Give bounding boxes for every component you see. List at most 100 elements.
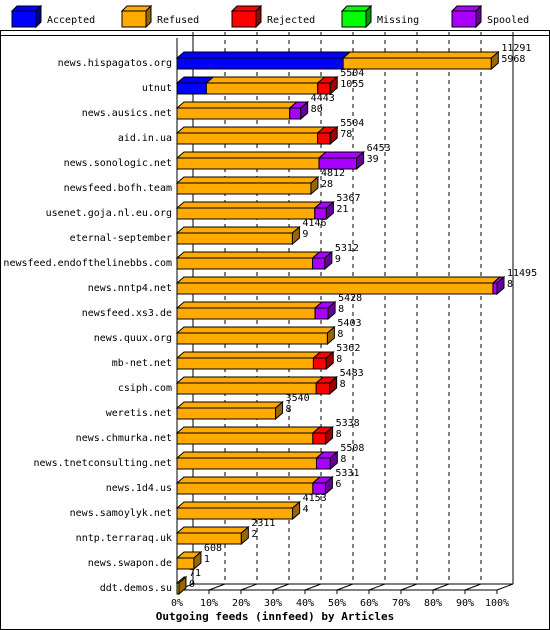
bar-front [176, 57, 344, 70]
accepted-label: 8 [286, 404, 292, 415]
bar-front [176, 132, 319, 145]
bar-top [205, 76, 327, 84]
x-tick-label: 10% [200, 598, 218, 609]
grid-depth-line [496, 583, 514, 591]
legend-item-refused: Refused [120, 4, 199, 29]
x-tick-label: 80% [424, 598, 442, 609]
bar-side [325, 425, 334, 446]
bar-row [175, 325, 336, 346]
bar-segment-refused [175, 101, 299, 120]
legend-swatch [11, 10, 37, 28]
bar-row [175, 500, 301, 521]
accepted-label: 8 [340, 379, 346, 390]
bar-row [175, 250, 334, 271]
offered-label: 608 [204, 543, 222, 554]
x-tick-label: 100% [485, 598, 509, 609]
offered-label: 5508 [340, 443, 364, 454]
bar-front [317, 132, 331, 145]
bar-front [315, 382, 331, 395]
bar-front [176, 207, 316, 220]
category-label: csiph.com [118, 383, 172, 394]
bar-top [341, 51, 500, 59]
bar-front [205, 82, 319, 95]
offered-label: 6453 [367, 143, 391, 154]
bar-segment-refused [175, 126, 326, 145]
offered-label: 4443 [311, 93, 335, 104]
bar-front [176, 107, 291, 120]
offered-label: 71 [189, 568, 201, 579]
bar-side [275, 400, 284, 421]
x-axis-label: Outgoing feeds (innfeed) by Articles [156, 610, 394, 623]
bar-top [175, 176, 320, 184]
bar-front [315, 457, 331, 470]
bar-segment-refused [175, 351, 322, 370]
bar-side [324, 475, 333, 496]
category-label: news.samoylyk.net [70, 508, 172, 519]
bar-row [175, 75, 339, 96]
bar-segment-accepted [175, 51, 352, 70]
bar-segment-refused [175, 276, 502, 295]
bar-front [289, 107, 302, 120]
x-tick-label: 70% [392, 598, 410, 609]
category-label: news.nntp4.net [88, 283, 172, 294]
bar-segment-refused [175, 501, 301, 520]
bar-segment-refused [175, 301, 324, 320]
legend-swatch [341, 10, 367, 28]
grid-depth-line [432, 583, 450, 591]
accepted-label: 0 [189, 579, 195, 590]
bar-top [175, 401, 284, 409]
offered-label: 5331 [335, 468, 359, 479]
accepted-label: 8 [337, 329, 343, 340]
bar-front [176, 82, 207, 95]
offered-label: 4153 [303, 493, 327, 504]
grid-depth-line [336, 583, 354, 591]
category-label: newsfeed.xs3.de [82, 308, 172, 319]
accepted-label: 8 [507, 279, 513, 290]
category-label: newsfeed.endofthelinebbs.com [3, 258, 172, 269]
x-ticks: 0% 10% 20% 30% 40% 50% 60% 70% 80% 90% 100% [171, 590, 509, 609]
bar-side [310, 175, 319, 196]
bar-row [175, 525, 250, 546]
category-label: news.chmurka.net [76, 433, 172, 444]
bar-side [325, 350, 334, 371]
accepted-label: 80 [311, 104, 323, 115]
bar-side [329, 75, 338, 96]
bar-front [176, 407, 277, 420]
legend-swatch [451, 10, 477, 28]
legend-item-spooled: Spooled [450, 4, 529, 29]
legend-item-rejected: Rejected [230, 4, 315, 29]
offered-label: 4146 [302, 218, 326, 229]
bar-side [326, 325, 335, 346]
bar-segment-refused [175, 376, 325, 395]
grid-depth-line [368, 583, 386, 591]
bar-side [329, 375, 338, 396]
bar-side [178, 575, 187, 596]
category-label: weretis.net [106, 408, 172, 419]
legend-item-accepted: Accepted [10, 4, 95, 29]
bar-row [175, 100, 310, 121]
category-labels: news.hispagatos.org utnut news.ausics.net a… [3, 58, 172, 594]
bar-row [175, 50, 500, 71]
x-tick-label: 90% [456, 598, 474, 609]
category-label: usenet.goja.nl.eu.org [46, 208, 172, 219]
accepted-label: 78 [340, 129, 352, 140]
category-label: eternal-september [70, 233, 172, 244]
offered-label: 5483 [340, 368, 364, 379]
legend-label: Refused [157, 15, 199, 26]
bar-row [175, 575, 188, 596]
bar-segment-refused [175, 251, 321, 270]
bar-row [175, 350, 335, 371]
category-label: ddt.demos.su [100, 583, 172, 594]
bar-side [329, 125, 338, 146]
bar-top [175, 476, 322, 484]
offered-label: 5362 [336, 343, 360, 354]
offered-label: 5428 [338, 293, 362, 304]
bar-side [490, 50, 499, 71]
bar-segment-refused [175, 476, 322, 495]
offered-label: 4812 [321, 168, 345, 179]
bars [175, 50, 506, 596]
accepted-label: 1055 [340, 79, 364, 90]
bar-top [175, 426, 322, 434]
bar-row [175, 550, 203, 571]
category-label: newsfeed.bofh.team [64, 183, 172, 194]
